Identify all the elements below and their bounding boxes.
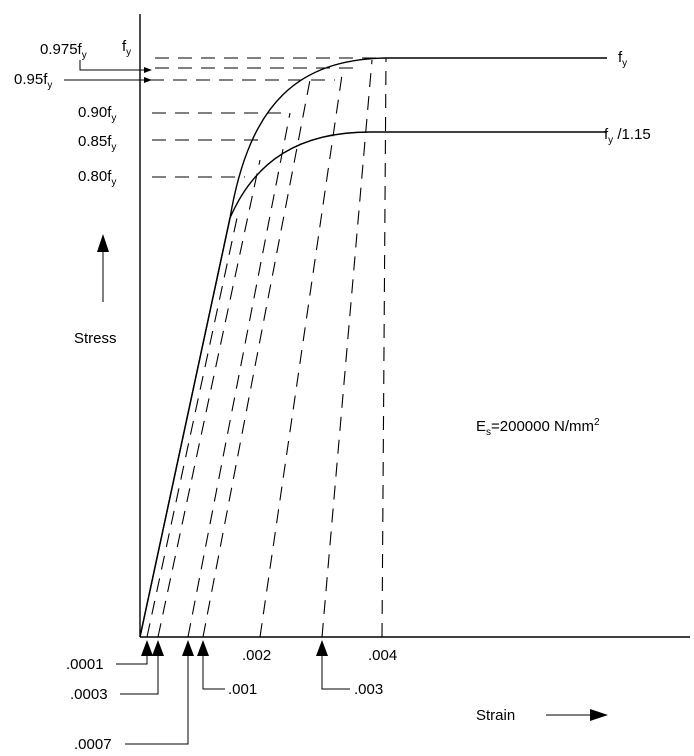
dash-offset-004 xyxy=(381,57,387,638)
leader-003 xyxy=(321,656,350,690)
dash-offset-0001 xyxy=(146,217,238,638)
label-level-0975fy: 0.975fy xyxy=(40,41,87,61)
label-curve-fy-1.15: fy /1.15 xyxy=(604,126,651,146)
tick-label-004: .004 xyxy=(368,647,397,664)
label-level-090fy: 0.90fy xyxy=(78,104,116,124)
marker-label-0001: .0001 xyxy=(66,656,104,673)
label-level-085fy: 0.85fy xyxy=(78,133,116,153)
modulus-label: Es=200000 N/mm2 xyxy=(476,417,600,438)
tick-label-002: .002 xyxy=(242,647,271,664)
leader-001 xyxy=(202,656,225,690)
leader-0975fy xyxy=(79,60,150,71)
dash-offset-0007 xyxy=(187,112,291,638)
dash-offset-0003 xyxy=(157,159,261,638)
marker-arrow-0007-icon xyxy=(182,640,194,656)
dash-offset-003 xyxy=(321,59,373,638)
x-axis-label: Strain xyxy=(476,707,515,724)
leader-0003 xyxy=(120,656,159,695)
marker-arrow-0003-icon xyxy=(152,640,164,656)
label-level-080fy: 0.80fy xyxy=(78,168,116,188)
strain-arrow-head-icon xyxy=(590,709,608,721)
marker-label-001: .001 xyxy=(228,681,257,698)
marker-arrow-001-icon xyxy=(197,640,209,656)
arrowhead-0975fy xyxy=(144,67,152,73)
stress-arrow-head-icon xyxy=(97,234,109,252)
label-curve-fy: fy xyxy=(618,49,627,69)
leader-0007 xyxy=(125,656,189,745)
dash-offset-001 xyxy=(202,79,311,638)
curve-fy xyxy=(139,57,607,638)
marker-arrow-0001-icon xyxy=(141,640,153,656)
leader-0001 xyxy=(116,656,148,665)
label-level-fy: fy xyxy=(122,38,131,58)
arrowhead-095fy xyxy=(144,77,152,83)
marker-label-003: .003 xyxy=(354,681,383,698)
y-axis-label: Stress xyxy=(74,330,117,347)
dash-offset-002 xyxy=(259,67,344,638)
marker-label-0007: .0007 xyxy=(74,736,112,751)
marker-label-0003: .0003 xyxy=(70,686,108,703)
marker-arrow-003-icon xyxy=(316,640,328,656)
label-level-095fy: 0.95fy xyxy=(14,71,52,91)
curve-fy-over-1.15 xyxy=(139,131,607,638)
